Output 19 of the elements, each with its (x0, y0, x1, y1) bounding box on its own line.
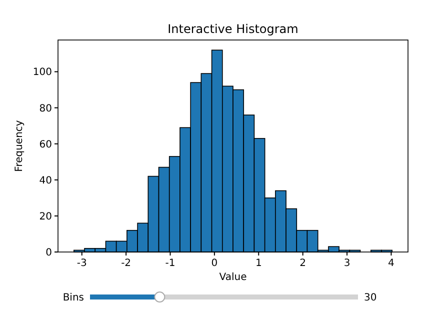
x-tick-label: -1 (165, 258, 176, 269)
x-tick-label: 2 (300, 258, 306, 269)
x-tick-label: 4 (388, 258, 394, 269)
y-tick-label: 40 (39, 175, 52, 186)
text: 30 (364, 292, 377, 304)
y-tick-label: 80 (39, 103, 52, 114)
y-tick-label: 20 (39, 211, 52, 222)
x-tick-label: 0 (211, 258, 218, 269)
x-tick-label: 3 (344, 258, 350, 269)
x-tick-label: -2 (121, 258, 132, 269)
text: Bins (62, 292, 84, 304)
x-axis-title: Value (219, 272, 247, 283)
x-tick-label: -3 (76, 258, 87, 269)
y-tick-label: 0 (46, 248, 52, 258)
x-tick-label: 1 (255, 258, 262, 269)
chart-title: Interactive Histogram (168, 22, 298, 36)
y-tick-label: 100 (32, 67, 52, 78)
y-tick-label: 60 (39, 139, 52, 150)
y-axis-title: Frequency (14, 120, 25, 172)
